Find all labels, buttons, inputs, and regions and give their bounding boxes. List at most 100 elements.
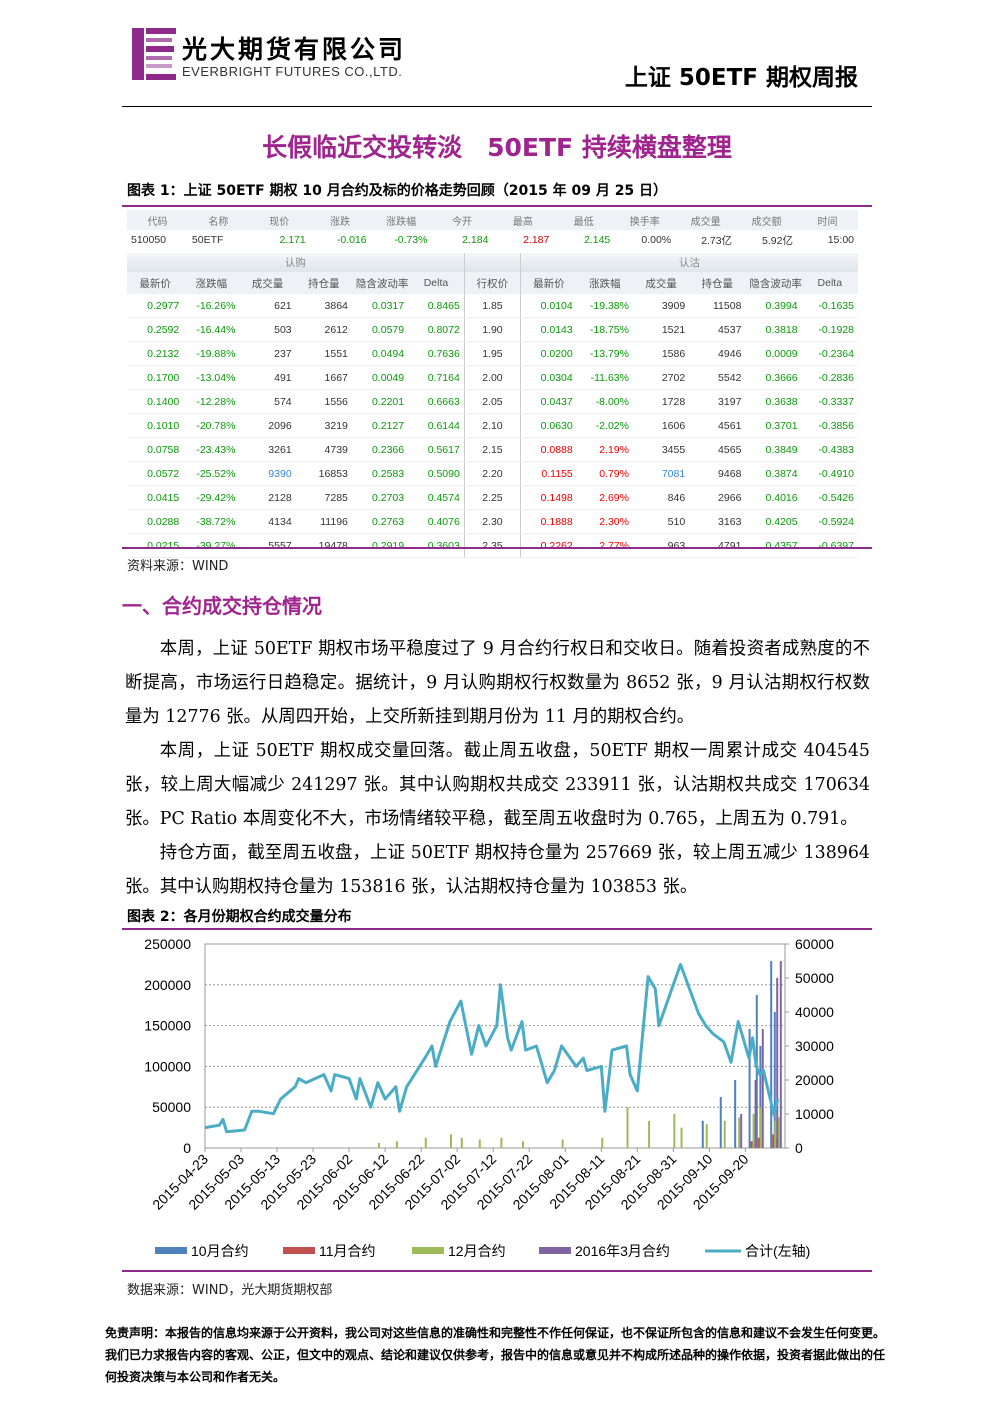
plot-frame	[204, 943, 786, 1149]
header-cell: 涨跌幅	[370, 210, 432, 230]
cell: 0.3818	[745, 317, 802, 342]
paragraph: 持仓方面，截至周五收盘，上证 50ETF 期权持仓量为 257669 张，较上周…	[125, 843, 870, 897]
cell: 0.0104	[520, 294, 577, 318]
bar	[673, 1114, 676, 1148]
bar	[478, 1139, 481, 1148]
cell: 2.187	[523, 234, 550, 246]
header-cell: 成交量	[632, 272, 690, 294]
logo	[132, 28, 176, 80]
data-row: 0.1400 -12.28% 574 1556 0.2201 0.6663 2.05 0.04…	[127, 389, 858, 414]
cell: 0.1010	[127, 413, 184, 438]
cell: -12.28%	[183, 389, 240, 414]
cell: 15:00	[827, 234, 854, 246]
cell: 2.30%	[576, 509, 633, 534]
cell: 9390	[239, 461, 296, 486]
group-header	[463, 253, 522, 272]
cell: -0.016	[336, 234, 367, 246]
figure-caption: 图表 2：各月份期权合约成交量分布	[127, 909, 352, 925]
cell: 16853	[295, 461, 352, 486]
cell: 0.0200	[520, 341, 577, 366]
bar	[377, 1142, 380, 1148]
bar	[522, 1141, 525, 1148]
legend-swatch	[412, 1247, 444, 1254]
cell: 0.0758	[127, 437, 184, 462]
cell: 0.79%	[576, 461, 633, 486]
section-heading: 一、合约成交持仓情况	[122, 594, 322, 618]
cell: 1667	[295, 365, 352, 390]
y2-tick-label: 40000	[795, 1004, 834, 1020]
cell: -0.1635	[801, 294, 858, 318]
cell: 1.85	[463, 294, 522, 318]
cell: 1.90	[463, 317, 522, 342]
cell: 3163	[689, 509, 746, 534]
cell: 0.7164	[408, 365, 465, 390]
table-rule	[122, 547, 872, 549]
legend-label: 11月合约	[319, 1243, 376, 1259]
line	[204, 962, 780, 1134]
y-tick-label: 0	[183, 1140, 191, 1156]
cell: 1586	[632, 341, 690, 366]
header-cell: 换手率	[614, 210, 676, 230]
cell: 0.4357	[745, 533, 802, 558]
cell: 0.0049	[351, 365, 409, 390]
cell: 4134	[239, 509, 296, 534]
cell: 0.1400	[127, 389, 184, 414]
cell: 0.0630	[520, 413, 577, 438]
title: 长假临近交投转淡 50ETF 持续横盘整理	[262, 133, 732, 162]
cell: 0.1700	[127, 365, 184, 390]
chart-rule	[122, 1270, 872, 1272]
cell: 2.69%	[576, 485, 633, 510]
y-tick-label: 200000	[144, 977, 191, 993]
cell: -13.04%	[183, 365, 240, 390]
paragraph: 本周，上证 50ETF 期权市场平稳度过了 9 月合约行权日和交收日。随着投资者…	[125, 639, 870, 727]
bar	[680, 1127, 683, 1148]
cell: 0.1155	[520, 461, 577, 486]
legend-label: 10月合约	[191, 1243, 249, 1259]
cell: 4791	[689, 533, 746, 558]
cell: -8.00%	[576, 389, 633, 414]
cell: 846	[632, 485, 690, 510]
cell: 2.00	[463, 365, 522, 390]
cell: 0.3603	[408, 533, 465, 558]
bar	[701, 1120, 704, 1148]
bar	[648, 1120, 651, 1148]
cell: 0.0888	[520, 437, 577, 462]
cell: 0.8072	[408, 317, 465, 342]
cell: 0.8465	[408, 294, 465, 318]
header-cell: 涨跌幅	[576, 272, 633, 294]
data-row: 0.2132 -19.88% 237 1551 0.0494 0.7636 1.95 0.02…	[127, 341, 858, 366]
cell: 2.77%	[576, 533, 633, 558]
cell: -0.5924	[801, 509, 858, 534]
cell: 0.3666	[745, 365, 802, 390]
cell: -18.75%	[576, 317, 633, 342]
header-cell: 涨跌	[309, 210, 371, 230]
cell: 2.145	[583, 234, 611, 246]
group-header-row: 认购 认沽	[127, 253, 858, 272]
cell: 0.2132	[127, 341, 184, 366]
cell: 0.2201	[351, 389, 409, 414]
cell: -0.4910	[801, 461, 858, 486]
header-cell: 持仓量	[295, 272, 352, 294]
header-cell: 成交额	[736, 210, 797, 230]
bar	[705, 1124, 708, 1148]
cell: 0.7636	[408, 341, 465, 366]
y-tick-label: 50000	[152, 1099, 191, 1115]
legend-label: 2016年3月合约	[575, 1243, 670, 1259]
cell: 0.0288	[127, 509, 184, 534]
cell: 0.2592	[127, 317, 184, 342]
header-cell: 时间	[796, 210, 858, 230]
cell: 2702	[632, 365, 690, 390]
cell: 0.3849	[745, 437, 802, 462]
paragraph: 本周，上证 50ETF 期权成交量回落。截止周五收盘，50ETF 期权一周累计成…	[125, 741, 870, 829]
cell: 1551	[295, 341, 352, 366]
cell: 0.5617	[408, 437, 465, 462]
cell: 3219	[295, 413, 352, 438]
cell: -0.4383	[801, 437, 858, 462]
cell: 2.15	[463, 437, 522, 462]
cell: -0.2364	[801, 341, 858, 366]
header-cell: Delta	[801, 272, 858, 294]
company-en: EVERBRIGHT FUTURES CO.,LTD.	[182, 64, 403, 79]
bar	[740, 1114, 743, 1148]
y2-tick-label: 0	[795, 1140, 803, 1156]
